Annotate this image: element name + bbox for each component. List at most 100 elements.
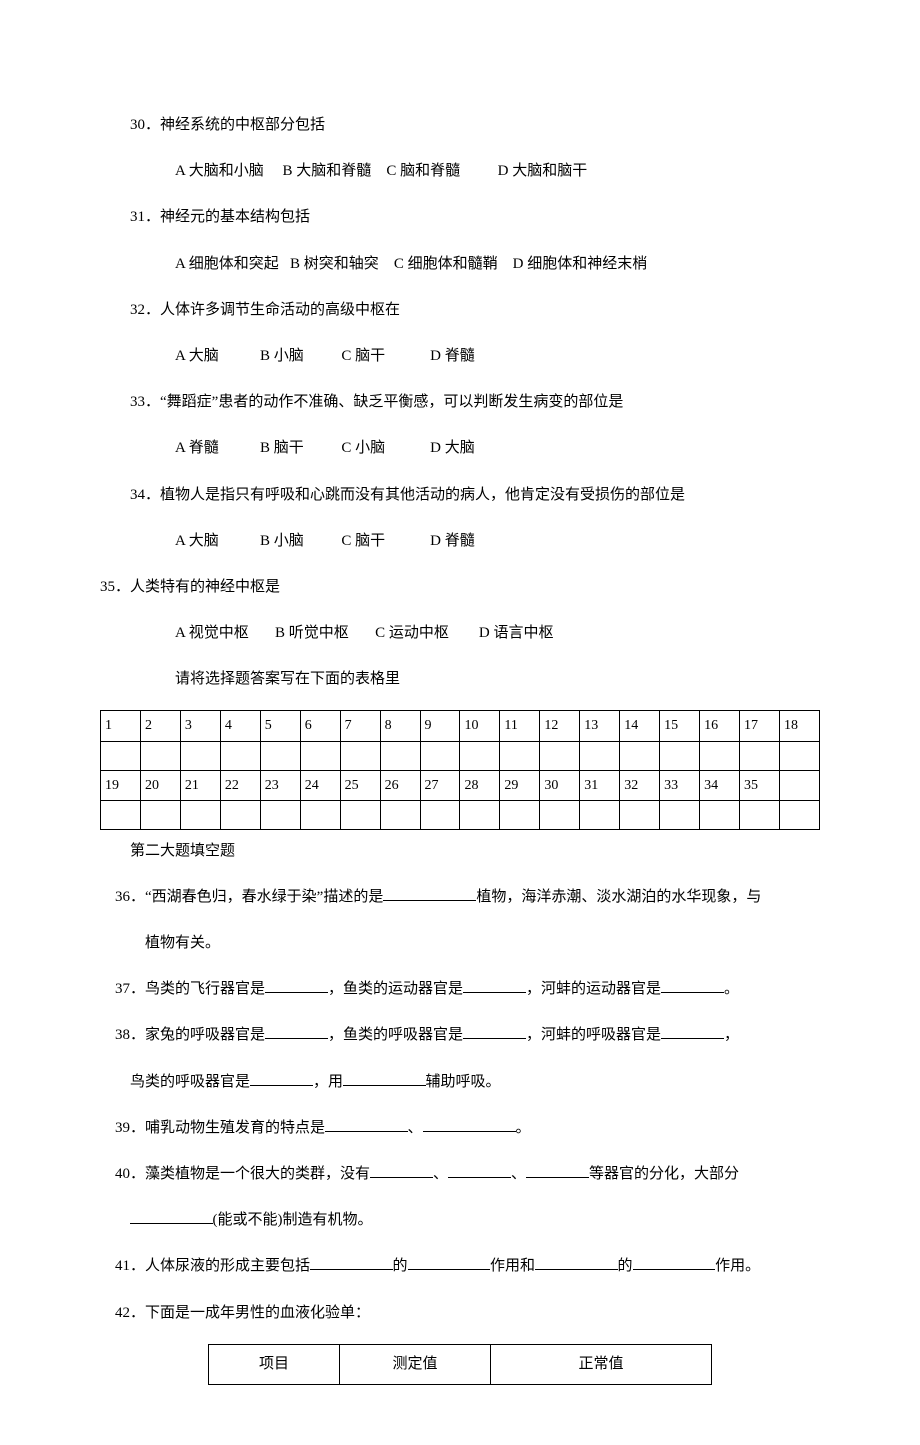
grid-answer-cell[interactable] bbox=[660, 800, 700, 829]
grid-cell: 20 bbox=[140, 770, 180, 800]
q31-c: C 细胞体和髓鞘 bbox=[394, 256, 498, 272]
blank[interactable] bbox=[661, 978, 724, 993]
blank[interactable] bbox=[325, 1117, 408, 1132]
q41-c: 作用和 bbox=[490, 1258, 535, 1274]
q40-d: 等器官的分化，大部分 bbox=[589, 1166, 739, 1182]
q34-b: B 小脑 bbox=[260, 533, 304, 549]
blank[interactable] bbox=[265, 1024, 328, 1039]
q35-d: D 语言中枢 bbox=[479, 625, 554, 641]
grid-answer-cell[interactable] bbox=[740, 741, 780, 770]
grid-answer-cell[interactable] bbox=[700, 741, 740, 770]
grid-answer-cell[interactable] bbox=[620, 741, 660, 770]
blank[interactable] bbox=[408, 1255, 491, 1270]
grid-answer-cell[interactable] bbox=[101, 741, 141, 770]
grid-answer-cell[interactable] bbox=[700, 800, 740, 829]
grid-answer-cell[interactable] bbox=[420, 741, 460, 770]
q40-e: (能或不能)制造有机物。 bbox=[213, 1212, 373, 1228]
q34-text: 植物人是指只有呼吸和心跳而没有其他活动的病人，他肯定没有受损伤的部位是 bbox=[160, 487, 685, 503]
grid-answer-cell[interactable] bbox=[540, 800, 580, 829]
q32-text: 人体许多调节生命活动的高级中枢在 bbox=[160, 302, 400, 318]
blank[interactable] bbox=[130, 1209, 213, 1224]
q37-d: 。 bbox=[724, 981, 739, 997]
question-31: 31．神经元的基本结构包括 bbox=[100, 202, 820, 233]
question-41: 41．人体尿液的形成主要包括的作用和的作用。 bbox=[100, 1251, 820, 1282]
grid-cell: 31 bbox=[580, 770, 620, 800]
question-42: 42．下面是一成年男性的血液化验单： bbox=[100, 1298, 820, 1329]
grid-cell: 15 bbox=[660, 711, 700, 741]
q31-b: B 树突和轴突 bbox=[290, 256, 379, 272]
grid-answer-cell[interactable] bbox=[779, 741, 819, 770]
q33-a: A 脊髓 bbox=[175, 440, 219, 456]
blank[interactable] bbox=[423, 1117, 516, 1132]
blank[interactable] bbox=[535, 1255, 618, 1270]
question-39: 39．哺乳动物生殖发育的特点是、。 bbox=[100, 1113, 820, 1144]
grid-answer-cell[interactable] bbox=[180, 800, 220, 829]
grid-answer-cell[interactable] bbox=[460, 800, 500, 829]
grid-answer-cell[interactable] bbox=[340, 741, 380, 770]
q33-d: D 大脑 bbox=[430, 440, 475, 456]
q38-e: 鸟类的呼吸器官是 bbox=[130, 1074, 250, 1090]
grid-answer-cell[interactable] bbox=[660, 741, 700, 770]
grid-cell: 23 bbox=[260, 770, 300, 800]
blank[interactable] bbox=[250, 1070, 313, 1085]
grid-answer-cell[interactable] bbox=[779, 800, 819, 829]
blank[interactable] bbox=[265, 978, 328, 993]
grid-answer-cell[interactable] bbox=[540, 741, 580, 770]
grid-answer-cell[interactable] bbox=[500, 800, 540, 829]
grid-answer-cell[interactable] bbox=[260, 800, 300, 829]
q30-num: 30． bbox=[130, 117, 160, 133]
question-36: 36．“西湖春色归，春水绿于染”描述的是植物，海洋赤潮、淡水湖泊的水华现象，与 bbox=[100, 882, 820, 913]
question-38-cont: 鸟类的呼吸器官是，用辅助呼吸。 bbox=[100, 1067, 820, 1098]
blank[interactable] bbox=[370, 1163, 433, 1178]
blank[interactable] bbox=[448, 1163, 511, 1178]
grid-answer-cell[interactable] bbox=[580, 741, 620, 770]
grid-answer-cell[interactable] bbox=[260, 741, 300, 770]
q32-a: A 大脑 bbox=[175, 348, 219, 364]
q35-a: A 视觉中枢 bbox=[175, 625, 249, 641]
grid-answer-cell[interactable] bbox=[620, 800, 660, 829]
grid-answer-cell[interactable] bbox=[740, 800, 780, 829]
grid-answer-cell[interactable] bbox=[220, 741, 260, 770]
q41-b: 的 bbox=[393, 1258, 408, 1274]
grid-answer-cell[interactable] bbox=[140, 800, 180, 829]
grid-cell: 19 bbox=[101, 770, 141, 800]
blank[interactable] bbox=[343, 1070, 426, 1085]
grid-answer-cell[interactable] bbox=[300, 741, 340, 770]
grid-answer-cell[interactable] bbox=[460, 741, 500, 770]
grid-cell: 16 bbox=[700, 711, 740, 741]
blank[interactable] bbox=[463, 1024, 526, 1039]
q33-c: C 小脑 bbox=[341, 440, 385, 456]
grid-answer-cell[interactable] bbox=[420, 800, 460, 829]
q31-d: D 细胞体和神经末梢 bbox=[513, 256, 648, 272]
grid-answer-cell[interactable] bbox=[340, 800, 380, 829]
q37-b: ，鱼类的运动器官是 bbox=[328, 981, 463, 997]
assay-col-measured: 测定值 bbox=[340, 1344, 491, 1384]
blank[interactable] bbox=[633, 1255, 716, 1270]
blank[interactable] bbox=[310, 1255, 393, 1270]
grid-answer-cell[interactable] bbox=[380, 800, 420, 829]
grid-answer-cell[interactable] bbox=[180, 741, 220, 770]
blank[interactable] bbox=[661, 1024, 724, 1039]
q34-d: D 脊髓 bbox=[430, 533, 475, 549]
q39-c: 。 bbox=[516, 1120, 531, 1136]
grid-cell: 3 bbox=[180, 711, 220, 741]
blank[interactable] bbox=[383, 886, 476, 901]
grid-answer-cell[interactable] bbox=[101, 800, 141, 829]
grid-cell: 13 bbox=[580, 711, 620, 741]
grid-cell: 9 bbox=[420, 711, 460, 741]
grid-answer-cell[interactable] bbox=[580, 800, 620, 829]
grid-cell: 1 bbox=[101, 711, 141, 741]
question-36-cont: 植物有关。 bbox=[100, 928, 820, 959]
grid-answer-cell[interactable] bbox=[220, 800, 260, 829]
grid-cell: 29 bbox=[500, 770, 540, 800]
grid-row-1-nums: 1 2 3 4 5 6 7 8 9 10 11 12 13 14 15 16 1… bbox=[101, 711, 820, 741]
q33-b: B 脑干 bbox=[260, 440, 304, 456]
grid-answer-cell[interactable] bbox=[300, 800, 340, 829]
q35-b: B 听觉中枢 bbox=[275, 625, 349, 641]
blank[interactable] bbox=[526, 1163, 589, 1178]
blank[interactable] bbox=[463, 978, 526, 993]
grid-answer-cell[interactable] bbox=[380, 741, 420, 770]
q30-c: C 脑和脊髓 bbox=[386, 163, 460, 179]
grid-answer-cell[interactable] bbox=[500, 741, 540, 770]
grid-answer-cell[interactable] bbox=[140, 741, 180, 770]
